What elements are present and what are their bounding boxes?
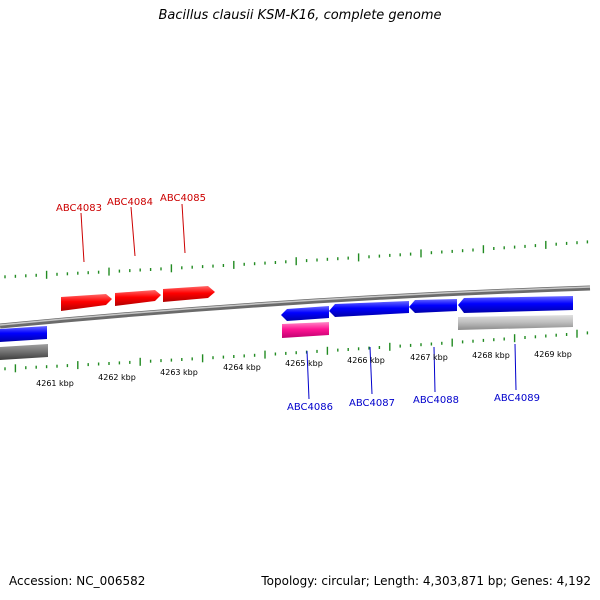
label-abc4085[interactable]: ABC4085 <box>160 193 206 204</box>
label-abc4083[interactable]: ABC4083 <box>56 203 102 214</box>
scale-label-4269: 4269 kbp <box>534 350 572 359</box>
label-abc4084[interactable]: ABC4084 <box>107 197 153 208</box>
gene-abc4086[interactable] <box>281 306 329 321</box>
label-abc4088[interactable]: ABC4088 <box>413 395 459 406</box>
scale-label-4265: 4265 kbp <box>285 359 323 368</box>
feature-gray-right[interactable] <box>458 315 573 330</box>
scale-label-4266: 4266 kbp <box>347 356 385 365</box>
genome-summary-text: Topology: circular; Length: 4,303,871 bp… <box>261 574 591 588</box>
gene-abc4088[interactable] <box>409 299 457 313</box>
genome-backbone-highlight <box>0 286 591 326</box>
forward-label-leaders <box>80 203 186 263</box>
scale-label-4262: 4262 kbp <box>98 373 136 382</box>
label-abc4089[interactable]: ABC4089 <box>494 393 540 404</box>
accession-text: Accession: NC_006582 <box>9 574 146 588</box>
feature-gray-left[interactable] <box>0 344 48 360</box>
reverse-label-leaders <box>306 343 517 400</box>
scale-label-4268: 4268 kbp <box>472 351 510 360</box>
lower-tick-track <box>4 329 589 373</box>
gene-abc4085[interactable] <box>163 286 215 302</box>
gene-abc4084[interactable] <box>115 290 161 306</box>
gene-abc4087[interactable] <box>329 301 409 317</box>
gene-abc4089[interactable] <box>458 296 573 313</box>
upper-tick-track <box>4 240 589 279</box>
gene-abc4085-adjacent-left[interactable] <box>0 326 47 342</box>
scale-label-4264: 4264 kbp <box>223 363 261 372</box>
genome-backbone <box>0 285 591 329</box>
label-abc4087[interactable]: ABC4087 <box>349 398 395 409</box>
scale-label-4267: 4267 kbp <box>410 353 448 362</box>
label-abc4086[interactable]: ABC4086 <box>287 402 333 413</box>
map-title: Bacillus clausii KSM-K16, complete genom… <box>158 8 442 23</box>
scale-label-4263: 4263 kbp <box>160 368 198 377</box>
gene-abc4083[interactable] <box>61 294 112 311</box>
scale-label-4261: 4261 kbp <box>36 379 74 388</box>
feature-pink[interactable] <box>282 322 329 338</box>
